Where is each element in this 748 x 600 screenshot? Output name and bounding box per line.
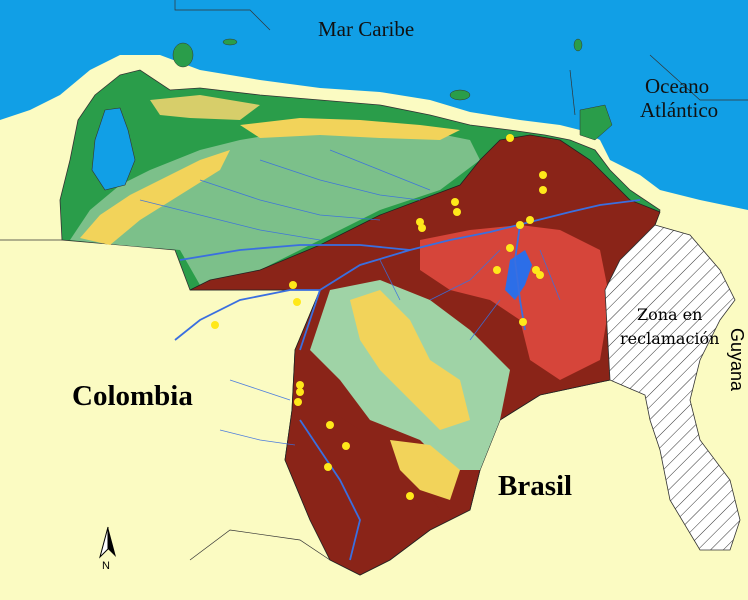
islands: [172, 38, 613, 141]
coro-highlands: [150, 95, 260, 120]
point: [526, 216, 534, 224]
andes-highlands: [70, 125, 480, 285]
meta-river: [174, 289, 320, 341]
point: [536, 271, 544, 279]
yellow-point-markers: [211, 134, 547, 500]
point: [324, 463, 332, 471]
north-label: N: [102, 560, 110, 572]
point: [451, 198, 459, 206]
point: [296, 388, 304, 396]
southern-river: [299, 419, 361, 561]
zona-en-reclamacion: [604, 224, 741, 551]
tepuis: [420, 225, 610, 380]
label-colombia: Colombia: [72, 380, 193, 412]
point: [519, 318, 527, 326]
point: [406, 492, 414, 500]
southern-yellow: [350, 290, 470, 430]
apure-river: [179, 244, 411, 261]
point: [342, 442, 350, 450]
point: [506, 244, 514, 252]
southern-brown-ridge: [300, 410, 440, 560]
southern-yellow-2: [390, 440, 460, 500]
point: [293, 298, 301, 306]
international-borders: [0, 0, 748, 561]
point: [418, 224, 426, 232]
point: [516, 221, 524, 229]
zona-line-2: reclamación: [620, 329, 720, 348]
label-zona-en-reclamacion: Zona en reclamación: [620, 303, 719, 351]
label-oceano: Oceano: [645, 74, 710, 98]
point: [539, 171, 547, 179]
caroni-river: [514, 224, 526, 331]
lake-maracaibo: [91, 107, 136, 191]
point: [493, 266, 501, 274]
point: [294, 398, 302, 406]
point: [506, 134, 514, 142]
point: [211, 321, 219, 329]
tributaries: [139, 149, 561, 446]
orinoco-river: [299, 199, 641, 351]
andes-yellow: [80, 150, 230, 245]
point: [296, 381, 304, 389]
point: [453, 208, 461, 216]
point: [289, 281, 297, 289]
north-arrow-icon: [99, 526, 116, 559]
label-guyana: Guyana: [727, 328, 747, 392]
label-brasil: Brasil: [498, 470, 573, 502]
guri-reservoir: [505, 250, 532, 300]
rivers: [174, 199, 641, 561]
coastal-range: [240, 118, 460, 140]
point: [539, 186, 547, 194]
point: [326, 421, 334, 429]
label-mar-caribe: Mar Caribe: [318, 17, 415, 41]
label-atlantico: Atlántico: [640, 98, 719, 122]
zona-line-1: Zona en: [637, 305, 703, 324]
